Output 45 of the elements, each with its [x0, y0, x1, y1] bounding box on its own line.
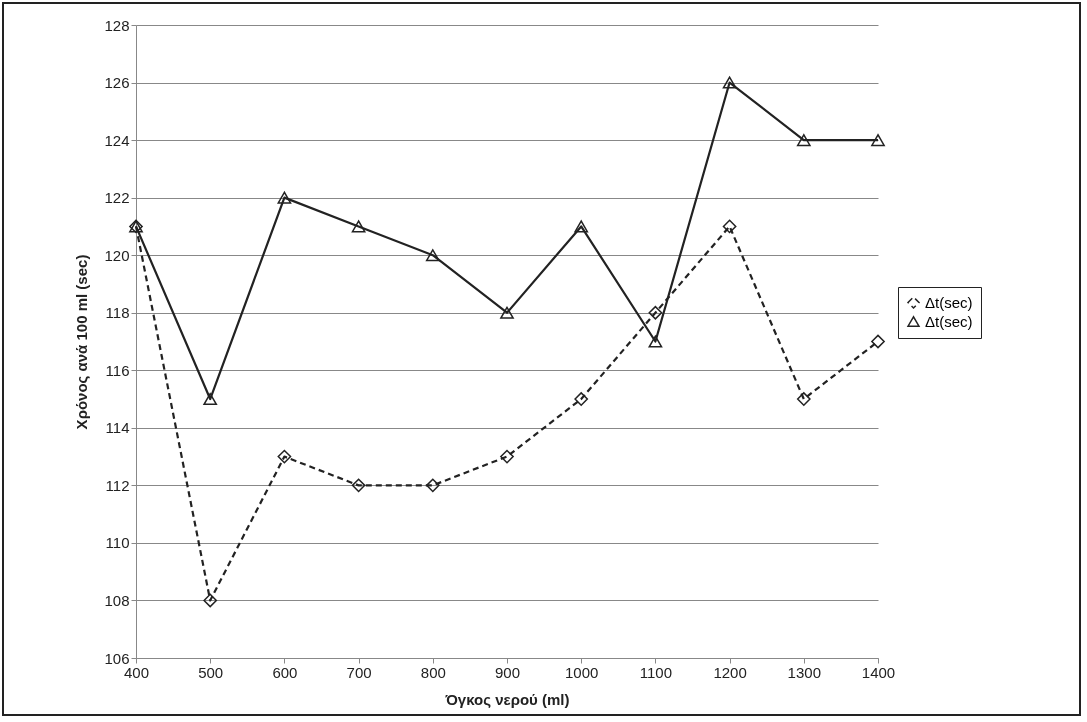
x-tick-label: 800 [420, 663, 446, 681]
point [796, 134, 811, 147]
point [203, 392, 218, 406]
y-tick-label: 122 [104, 189, 130, 207]
point [574, 220, 589, 233]
x-tick-label: 600 [272, 663, 298, 681]
point [351, 478, 366, 493]
y-tick-label: 108 [104, 591, 130, 609]
y-axis-title: Χρόνος ανά 100 ml (sec) [73, 254, 91, 430]
point [203, 593, 218, 608]
point [574, 392, 589, 406]
point [277, 449, 292, 464]
legend-label: Δt(sec) [925, 312, 973, 330]
x-tick-label: 1400 [861, 663, 896, 681]
y-tick-label: 120 [104, 246, 130, 264]
legend-label: Δt(sec) [925, 293, 973, 311]
x-tick-label: 1000 [565, 663, 599, 681]
point [871, 334, 885, 349]
point [722, 219, 737, 234]
x-tick-label: 500 [198, 663, 224, 681]
point [871, 134, 885, 147]
y-tick-label: 110 [105, 534, 130, 552]
x-tick-label: 1300 [787, 663, 821, 681]
point [277, 191, 292, 204]
y-tick-label: 124 [104, 131, 130, 149]
point [425, 478, 440, 493]
point [648, 335, 663, 348]
point [425, 249, 440, 262]
x-tick-label: 900 [494, 663, 521, 681]
point [722, 76, 737, 89]
point [500, 449, 514, 464]
y-tick-label: 112 [105, 476, 130, 494]
point [351, 220, 366, 233]
x-tick-label: 700 [346, 663, 372, 681]
y-tick-label: 126 [104, 74, 130, 92]
point [648, 305, 663, 320]
x-tick-label: 1200 [713, 663, 747, 681]
y-tick-label: 128 [104, 16, 130, 34]
y-tick-label: 118 [105, 304, 130, 322]
point [796, 392, 811, 406]
y-tick-label: 114 [105, 419, 130, 437]
x-axis-title: Όγκος νερού (ml) [444, 690, 570, 708]
point [500, 306, 514, 319]
x-tick-label: 1100 [639, 663, 673, 681]
y-tick-label: 116 [105, 361, 130, 379]
